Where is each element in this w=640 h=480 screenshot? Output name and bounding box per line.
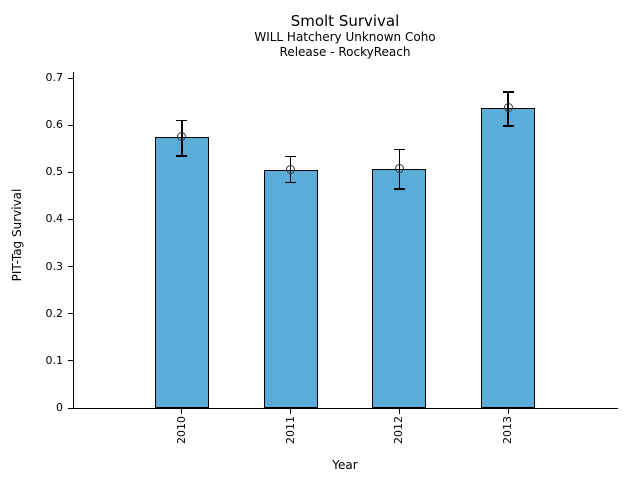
- error-bar-cap-bottom: [393, 188, 405, 190]
- x-axis-tick-label: 2013: [501, 416, 515, 444]
- error-bar-cap-bottom: [285, 181, 297, 184]
- y-axis-tick-label: 0.2: [45, 306, 64, 320]
- chart-subtitle-line1: WILL Hatchery Unknown Coho: [254, 30, 436, 44]
- y-axis-tick-label: 0: [56, 401, 63, 414]
- y-axis-tick-label: 0.7: [45, 71, 64, 84]
- chart-title: Smolt Survival: [290, 12, 400, 30]
- error-bar-cap-top: [502, 91, 514, 93]
- y-axis-tick: [68, 313, 73, 315]
- error-bar-cap-top: [393, 148, 405, 151]
- x-axis-label: Year: [332, 458, 358, 472]
- x-axis-tick: [507, 409, 509, 414]
- y-axis-label: PIT-Tag Survival: [10, 188, 24, 282]
- error-bar-cap-top: [285, 155, 297, 158]
- error-bar-cap-bottom: [502, 125, 514, 127]
- y-axis-tick-label: 0.6: [45, 118, 64, 132]
- bar: [481, 107, 536, 408]
- error-bar-cap-top: [176, 119, 188, 122]
- y-axis-tick: [68, 360, 73, 362]
- x-axis-tick: [398, 409, 400, 414]
- x-axis-tick-label: 2010: [174, 416, 188, 444]
- y-axis-tick-label: 0.1: [45, 353, 64, 367]
- y-axis-tick: [68, 77, 73, 79]
- y-axis-tick-label: 0.3: [45, 259, 64, 273]
- data-point-marker: [177, 132, 187, 142]
- y-axis-tick: [68, 407, 73, 409]
- x-axis-tick-label: 2011: [283, 416, 297, 444]
- x-axis-tick: [181, 409, 183, 414]
- y-axis-tick: [68, 266, 73, 268]
- plot-area: [73, 72, 618, 409]
- data-point-marker: [503, 103, 513, 113]
- data-point-marker: [394, 164, 404, 173]
- y-axis-tick: [68, 171, 73, 173]
- data-point-marker: [286, 165, 296, 175]
- error-bar-cap-bottom: [176, 155, 188, 157]
- x-axis-tick-label: 2012: [392, 416, 406, 444]
- chart-subtitle-line2: Release - RockyReach: [279, 45, 411, 59]
- y-axis-tick: [68, 218, 73, 220]
- bar: [372, 168, 427, 408]
- y-axis-tick-label: 0.5: [45, 165, 64, 179]
- bar: [154, 136, 209, 408]
- x-axis-tick: [290, 409, 292, 414]
- y-axis-tick-label: 0.4: [45, 212, 64, 226]
- bar: [263, 169, 318, 408]
- y-axis-tick: [68, 124, 73, 126]
